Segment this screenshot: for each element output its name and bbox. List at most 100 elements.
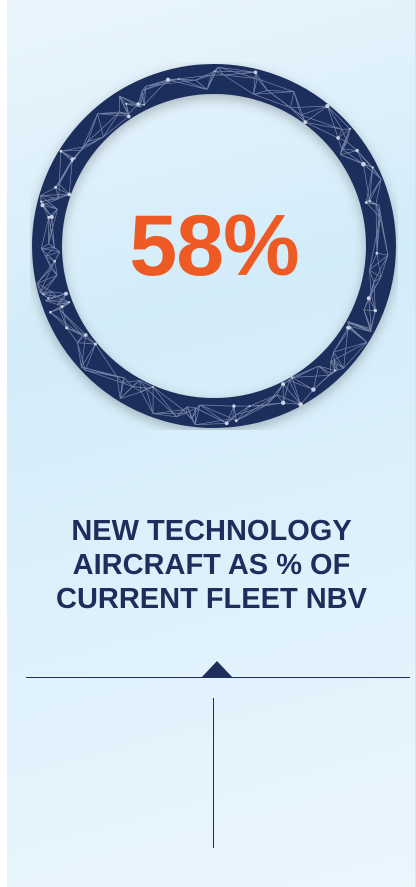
network-line [191,407,197,420]
network-line [55,187,70,195]
network-node [253,70,258,75]
network-line [291,377,301,405]
network-node [366,296,371,301]
network-line [363,298,370,311]
network-line [50,311,68,329]
network-line [122,380,140,384]
network-line [199,404,227,424]
stat-value: 58% [129,197,299,294]
network-node [60,305,64,309]
network-line [153,413,177,418]
network-line [380,255,389,278]
network-line [176,409,184,418]
network-line [39,268,52,293]
network-line [77,334,87,343]
network-line [330,359,335,362]
network-line [373,281,376,311]
network-node [47,215,51,219]
network-line [152,386,177,418]
network-line [42,274,58,295]
network-line [126,103,140,108]
network-line [47,291,53,299]
network-line [283,402,301,405]
network-line [365,202,381,218]
network-line [376,253,382,278]
network-line [369,167,374,202]
network-line [305,121,339,139]
network-line [341,148,364,165]
network-line [60,149,81,152]
network-line [267,90,295,93]
network-line [300,114,343,130]
network-line [199,404,234,407]
network-line [318,365,331,374]
network-line [218,67,224,76]
network-line [253,90,268,95]
network-line [87,113,98,142]
network-line [195,407,227,424]
network-node [232,404,236,408]
network-line [223,74,258,80]
network-line [256,78,268,91]
network-line [290,105,328,109]
network-line [85,343,96,371]
network-line [253,91,295,95]
network-line [369,217,381,271]
network-line [218,66,256,73]
network-node [40,200,43,203]
network-line [81,366,86,371]
network-line [178,78,208,90]
network-line [340,150,358,155]
network-line [257,78,295,93]
network-line [255,72,268,91]
network-line [51,291,67,295]
network-line [376,217,381,254]
network-line [375,203,380,206]
network-line [116,376,121,399]
network-line [132,386,147,389]
network-node [368,199,372,203]
network-line [48,216,53,244]
network-line [41,243,49,249]
network-line [58,159,73,185]
network-line [313,375,330,390]
network-line [337,367,344,371]
network-ring-graphic [32,64,396,428]
network-line [368,281,375,299]
network-line [232,406,235,419]
network-line [194,404,201,425]
network-line [199,404,233,420]
network-line [61,306,68,328]
network-line [132,386,142,393]
network-line [249,394,278,407]
network-line [119,95,141,108]
network-line [82,113,98,148]
network-line [365,178,382,203]
network-line [333,352,335,360]
network-node [373,308,377,313]
network-line [253,93,291,109]
network-line [369,269,375,283]
network-line [36,261,55,284]
network-line [265,383,284,406]
network-node [361,161,366,167]
network-line [333,327,349,353]
network-line [120,391,142,399]
network-line [40,248,46,257]
network-line [333,359,339,371]
stat-card: 58% NEW TECHNOLOGY AIRCRAFT AS % OF CURR… [7,0,416,887]
network-node [49,310,52,314]
network-node [298,402,303,407]
network-line [37,274,58,284]
network-node [177,77,180,80]
network-line [330,360,339,371]
network-line [342,128,351,130]
network-line [40,194,70,196]
network-line [45,256,52,269]
network-line [87,136,104,142]
network-line [265,394,278,406]
network-line [45,300,58,305]
network-line [376,252,388,256]
network-line [139,90,143,108]
network-node [136,102,140,106]
